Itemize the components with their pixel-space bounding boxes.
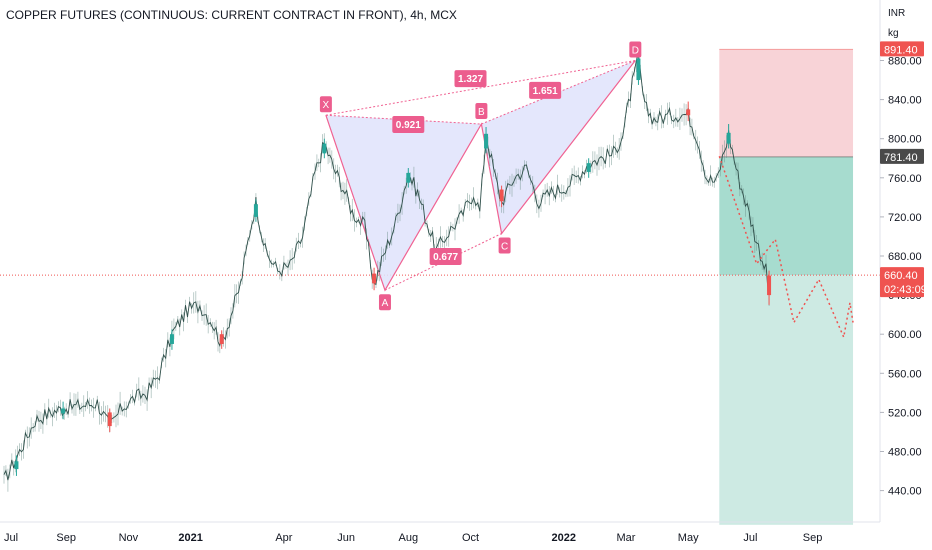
- candle-body[interactable]: [686, 109, 691, 116]
- x-tick-label: 2021: [178, 532, 202, 544]
- price-tag[interactable]: 660.40 02:43:09: [880, 267, 927, 298]
- forecast-dotted-path: [718, 156, 854, 340]
- pattern-triangle-bcd: [481, 60, 636, 234]
- y-tick-label: 600.00: [888, 329, 922, 341]
- y-tick-label: 800.00: [888, 134, 922, 146]
- x-tick-label: Mar: [617, 532, 636, 544]
- projection-path: [718, 156, 854, 340]
- price-tag-bg: [880, 267, 924, 298]
- x-tick-label: May: [678, 532, 699, 544]
- candle-body[interactable]: [767, 275, 772, 296]
- ratio-label-bg[interactable]: [529, 81, 562, 99]
- chart-title: COPPER FUTURES (CONTINUOUS: CURRENT CONT…: [6, 8, 457, 22]
- price-tag-countdown: 02:43:09: [884, 284, 927, 296]
- y-tick-label: 520.00: [888, 407, 922, 419]
- price-line: [3, 53, 770, 481]
- y-tick-label: 480.00: [888, 447, 922, 459]
- x-tick-label: Jun: [337, 532, 355, 544]
- point-label-a: A: [382, 298, 389, 309]
- projection-zone: [719, 275, 854, 525]
- pattern-ratio-line-xd: [325, 60, 636, 116]
- y-tick-label: 720.00: [888, 212, 922, 224]
- x-tick-label: Apr: [275, 532, 292, 544]
- candle-body[interactable]: [726, 132, 731, 144]
- point-label-bg-b[interactable]: [475, 103, 488, 120]
- point-label-bg-d[interactable]: [629, 41, 642, 58]
- price-series: [3, 44, 772, 492]
- axis-unit-inr: INR: [888, 8, 905, 19]
- stop-loss-zone[interactable]: [719, 49, 854, 157]
- y-tick-label: 680.00: [888, 251, 922, 263]
- candle-body[interactable]: [169, 334, 174, 344]
- price-tag-value: 781.40: [884, 152, 918, 164]
- price-tag-bg: [880, 148, 924, 164]
- position-zones: [719, 48, 854, 525]
- y-tick-label: 840.00: [888, 95, 922, 107]
- ratio-label: 1.651: [533, 86, 558, 97]
- x-tick-label: Sep: [56, 532, 76, 544]
- candle-body[interactable]: [253, 204, 258, 217]
- ratio-label-bg[interactable]: [392, 116, 425, 134]
- price-tag[interactable]: 891.40: [880, 41, 924, 57]
- x-tick-label: Oct: [462, 532, 479, 544]
- candle-body[interactable]: [586, 163, 591, 172]
- price-axis: INR kg 880.00 840.00 800.00 760.00 720.00 680…: [879, 0, 922, 522]
- point-label-b: B: [478, 107, 485, 118]
- x-tick-label: Aug: [399, 532, 419, 544]
- y-tick-label: 560.00: [888, 368, 922, 380]
- candle-body[interactable]: [636, 58, 641, 81]
- candle-body[interactable]: [499, 189, 504, 202]
- candle-body[interactable]: [219, 334, 224, 344]
- ratio-label-bg[interactable]: [454, 70, 487, 88]
- pattern-labels: X A B C D 0.921 1.327 1.651 0.677: [319, 41, 642, 311]
- candle-body[interactable]: [484, 133, 489, 149]
- price-tag-bg: [880, 41, 924, 57]
- point-label-x: X: [323, 100, 330, 111]
- point-label-bg-x[interactable]: [319, 96, 332, 113]
- candle-body[interactable]: [406, 172, 411, 183]
- target-zone[interactable]: [719, 156, 854, 276]
- x-tick-label: Jul: [4, 532, 18, 544]
- price-tag-value: 891.40: [884, 44, 918, 56]
- candle-body[interactable]: [107, 412, 112, 427]
- x-tick-label: 2022: [552, 532, 576, 544]
- x-tick-label: Sep: [803, 532, 823, 544]
- ratio-label: 1.327: [458, 74, 483, 85]
- y-tick-label: 440.00: [888, 486, 922, 498]
- x-tick-label: Jul: [743, 532, 757, 544]
- pattern-triangle-xab: [325, 115, 482, 291]
- point-label-bg-a[interactable]: [378, 294, 391, 311]
- price-tags: 891.40 781.40 660.40 02:43:09: [880, 41, 927, 298]
- time-axis: Jul Sep Nov 2021 Apr Jun Aug Oct 2022 Mar May Jul Se…: [0, 521, 880, 544]
- price-tag[interactable]: 781.40: [880, 148, 924, 164]
- axis-unit-kg: kg: [888, 28, 899, 39]
- point-label-c: C: [501, 242, 508, 253]
- ratio-label: 0.677: [433, 252, 458, 263]
- candle-body[interactable]: [14, 461, 19, 470]
- y-tick-label: 760.00: [888, 173, 922, 185]
- y-tick-label: 880.00: [888, 56, 922, 68]
- candle-body[interactable]: [61, 408, 66, 414]
- ratio-label-bg[interactable]: [429, 248, 462, 265]
- point-label-d: D: [632, 46, 639, 57]
- candle-body[interactable]: [372, 273, 377, 284]
- x-tick-label: Nov: [119, 532, 139, 544]
- point-label-bg-c[interactable]: [498, 237, 511, 254]
- price-tag-value: 660.40: [884, 270, 918, 282]
- ratio-label: 0.921: [396, 120, 421, 131]
- candle-body[interactable]: [322, 143, 327, 154]
